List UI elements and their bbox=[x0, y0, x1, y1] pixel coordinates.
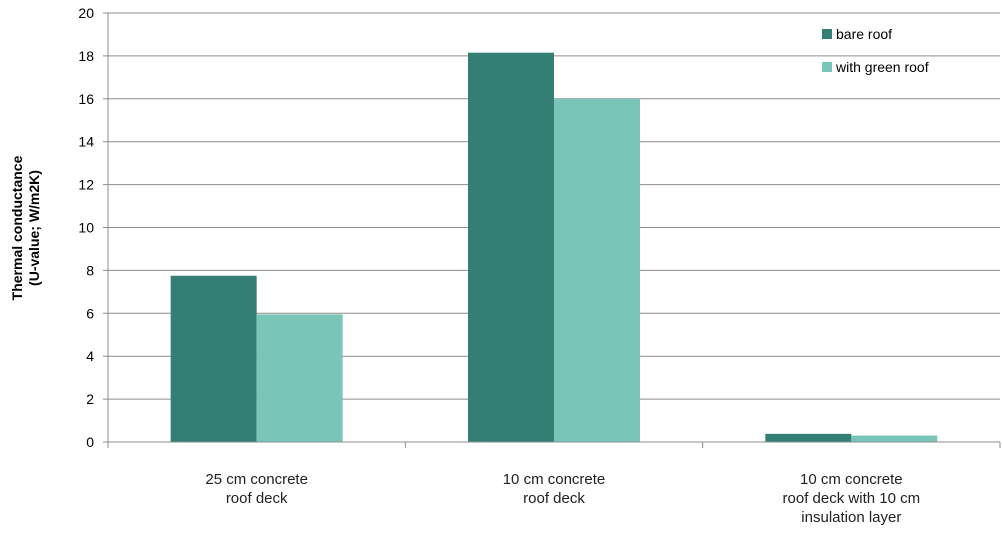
x-category-labels: 25 cm concrete roof deck 10 cm concrete roo… bbox=[205, 471, 920, 526]
y-tick-label: 8 bbox=[86, 262, 94, 278]
x-category-label-line: roof deck bbox=[523, 490, 585, 507]
y-tick-label: 14 bbox=[78, 134, 94, 150]
y-axis-title-text: Thermal conductance(U-value; W/m2K) bbox=[9, 155, 42, 300]
x-category-label-line: roof deck with 10 cm bbox=[783, 490, 921, 507]
bar-with-green-roof bbox=[554, 98, 640, 443]
bar-bare-roof bbox=[170, 275, 257, 442]
bar-bare-roof bbox=[468, 52, 554, 443]
y-axis-title: Thermal conductance(U-value; W/m2K) bbox=[9, 155, 42, 300]
y-tick-label: 6 bbox=[86, 305, 94, 321]
x-category-label-line: roof deck bbox=[226, 490, 288, 507]
y-tick-label: 4 bbox=[86, 348, 94, 364]
axes bbox=[103, 12, 1001, 448]
y-tick-labels: 0 2 4 6 8 10 12 14 16 18 20 bbox=[78, 5, 94, 450]
bar-with-green-roof bbox=[851, 435, 938, 442]
bars bbox=[170, 52, 938, 443]
legend-swatch bbox=[822, 62, 832, 72]
x-category-label: 10 cm concrete roof deck bbox=[503, 471, 606, 507]
x-category-label-line: 10 cm concrete bbox=[800, 471, 903, 488]
y-tick-label: 16 bbox=[78, 91, 94, 107]
legend-swatch bbox=[822, 29, 832, 39]
legend-label: with green roof bbox=[835, 59, 929, 75]
y-tick-label: 12 bbox=[78, 177, 94, 193]
bar-bare-roof bbox=[765, 433, 852, 442]
y-tick-label: 0 bbox=[86, 434, 94, 450]
y-tick-label: 10 bbox=[78, 220, 94, 236]
x-category-label: 25 cm concrete roof deck bbox=[205, 471, 308, 507]
legend: bare roof with green roof bbox=[822, 26, 929, 75]
y-tick-label: 18 bbox=[78, 48, 94, 64]
y-tick-label: 20 bbox=[78, 5, 94, 21]
bar-with-green-roof bbox=[256, 314, 343, 442]
x-category-label-line: insulation layer bbox=[801, 509, 901, 526]
x-category-label-line: 10 cm concrete bbox=[503, 471, 606, 488]
y-tick-label: 2 bbox=[86, 391, 94, 407]
x-category-label-line: 25 cm concrete bbox=[205, 471, 308, 488]
y-axis-title-line: (U-value; W/m2K) bbox=[26, 170, 42, 286]
x-category-label: 10 cm concrete roof deck with 10 cm insula… bbox=[783, 471, 921, 526]
y-axis-title-line: Thermal conductance bbox=[9, 155, 25, 300]
legend-label: bare roof bbox=[836, 26, 892, 42]
